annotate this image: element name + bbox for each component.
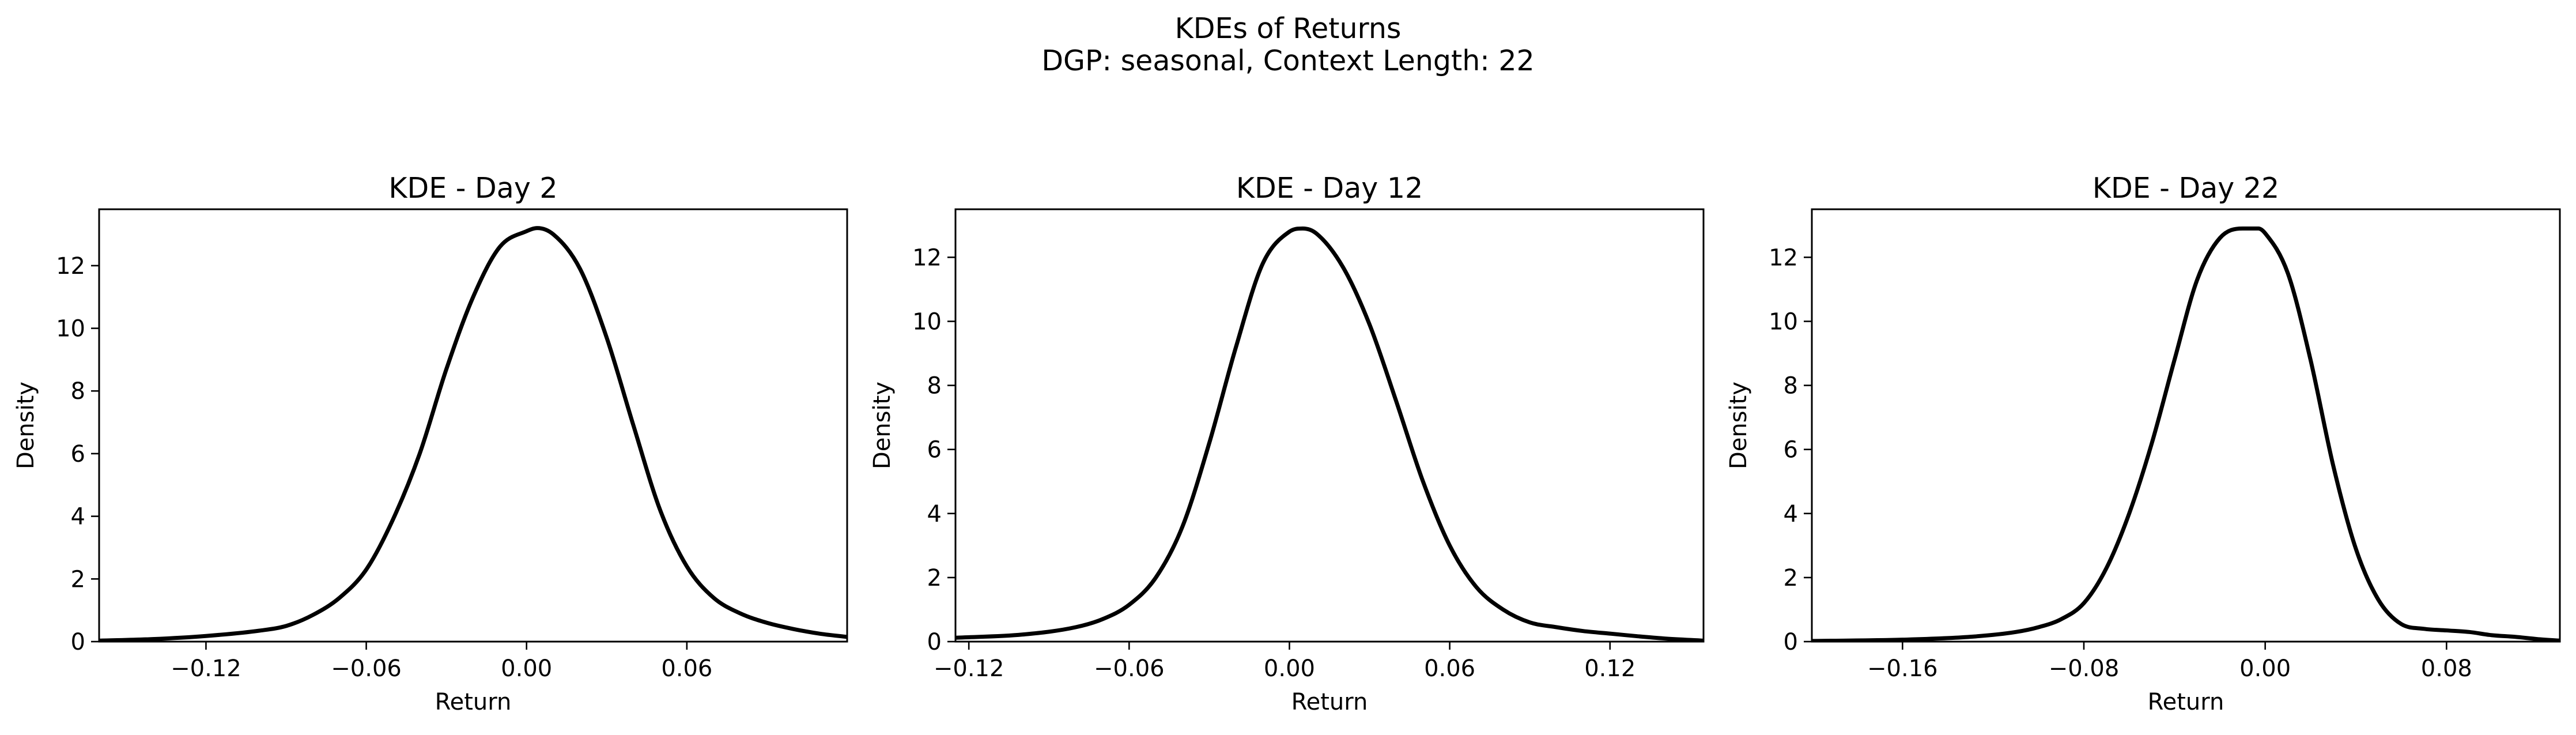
subplot-title: KDE - Day 22 (2092, 172, 2279, 205)
axes-frame (1811, 208, 2561, 643)
x-axis-label: Return (2148, 689, 2224, 715)
y-tick-label: 2 (71, 566, 85, 593)
subplot-2: KDE - Day 12 −0.12 −0.06 0.00 0.06 0.12 0 2 4 6 8 1… (869, 172, 1705, 715)
x-tick-label: −0.08 (2049, 655, 2120, 682)
x-tick-label: 0.06 (661, 655, 712, 682)
axes-frame (98, 208, 848, 643)
y-tick-label: 8 (71, 378, 85, 405)
y-tick-label: 8 (1784, 373, 1798, 399)
x-tick-label: −0.06 (331, 655, 402, 682)
figure-title-line2: DGP: seasonal, Context Length: 22 (1041, 44, 1534, 77)
x-tick-label: −0.06 (1094, 655, 1165, 682)
x-tick-label: 0.00 (2239, 655, 2291, 682)
figure-title-line1: KDEs of Returns (1175, 12, 1402, 45)
x-tick-label: −0.16 (1867, 655, 1938, 682)
y-axis-label: Density (869, 382, 896, 469)
x-axis-label: Return (435, 689, 512, 715)
y-tick-label: 12 (56, 253, 85, 280)
x-tick-label: 0.06 (1424, 655, 1475, 682)
x-tick-label: 0.12 (1584, 655, 1636, 682)
subplot-title: KDE - Day 12 (1236, 172, 1423, 205)
x-tick-label: 0.08 (2421, 655, 2472, 682)
y-tick-label: 12 (1769, 244, 1798, 271)
y-tick-label: 8 (927, 373, 942, 399)
kde-curve (955, 226, 1704, 642)
y-tick-label: 6 (927, 437, 942, 463)
x-tick-label: −0.12 (934, 655, 1004, 682)
y-tick-label: 12 (912, 244, 942, 271)
axes-frame (954, 208, 1705, 643)
y-tick-label: 10 (56, 316, 85, 342)
y-tick-label: 4 (1784, 501, 1798, 527)
y-tick-label: 4 (927, 501, 942, 527)
subplot-1: KDE - Day 2 −0.12 −0.06 0.00 0.06 0 2 4 6 8 10 12 Re… (13, 172, 848, 715)
y-tick-label: 6 (71, 441, 85, 468)
subplot-title: KDE - Day 2 (388, 172, 557, 205)
subplot-3: KDE - Day 22 −0.16 −0.08 0.00 0.08 0 2 4 6 8 10 12 R… (1725, 172, 2561, 715)
x-tick-label: 0.00 (1264, 655, 1315, 682)
subplot-panels: KDE - Day 2 −0.12 −0.06 0.00 0.06 0 2 4 6 8 10 12 Re… (13, 172, 2561, 715)
kde-curve (99, 226, 847, 642)
x-axis-label: Return (1291, 689, 1368, 715)
y-tick-label: 0 (71, 629, 85, 655)
kde-curve (1812, 226, 2560, 642)
y-axis-label: Density (1725, 382, 1752, 469)
y-axis-label: Density (13, 382, 39, 469)
x-tick-label: −0.12 (171, 655, 241, 682)
y-tick-label: 0 (927, 629, 942, 655)
x-tick-label: 0.00 (501, 655, 552, 682)
y-tick-label: 6 (1784, 437, 1798, 463)
y-tick-label: 2 (1784, 565, 1798, 591)
y-tick-label: 0 (1784, 629, 1798, 655)
y-tick-label: 10 (912, 308, 942, 335)
y-tick-label: 4 (71, 504, 85, 530)
y-tick-label: 2 (927, 565, 942, 591)
y-tick-label: 10 (1769, 308, 1798, 335)
